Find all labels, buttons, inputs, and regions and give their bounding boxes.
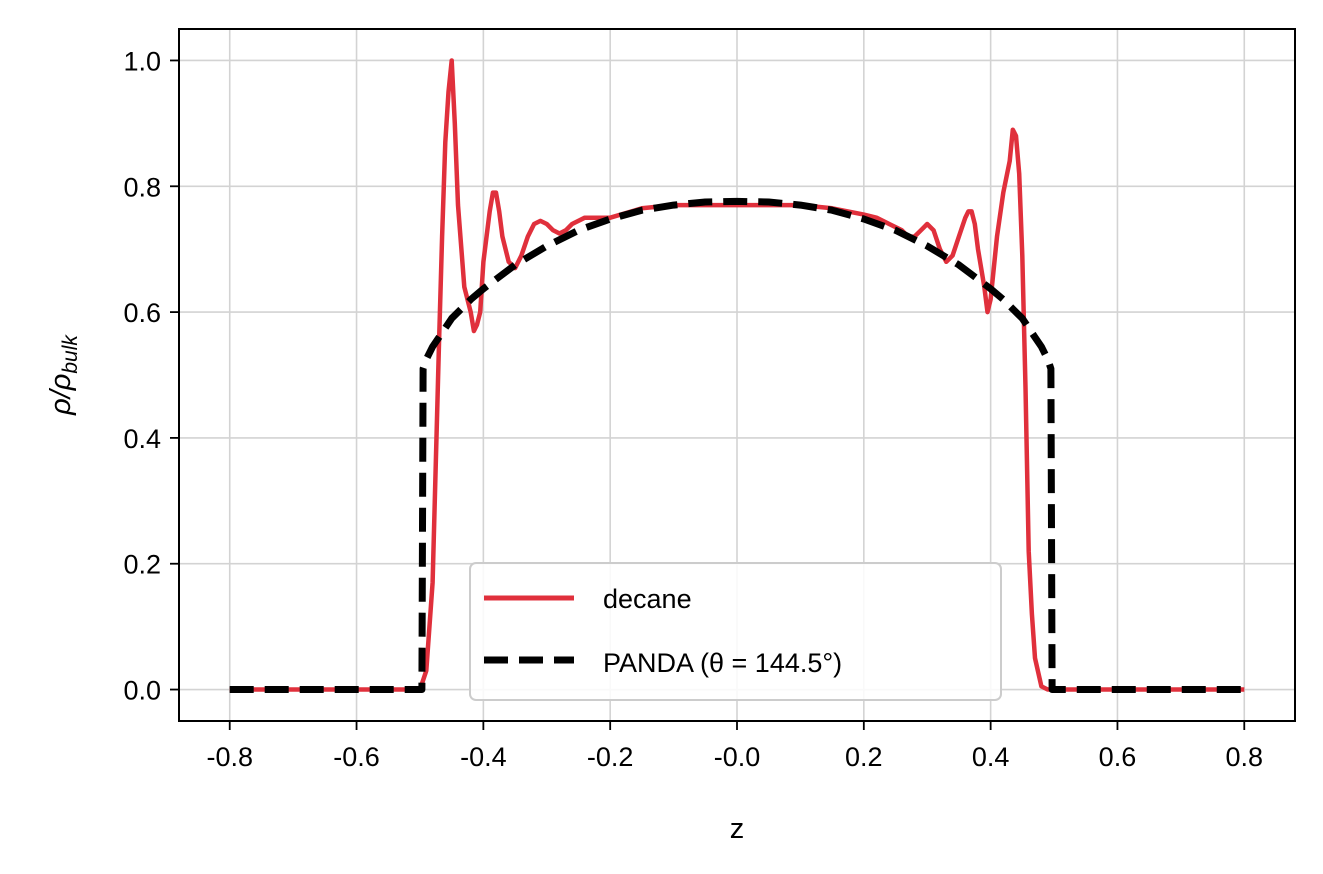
tick-labels: -0.8 -0.6 -0.4 -0.2 -0.0 0.2 0.4 0.6 0.8 0.0 0.2 0.… (123, 46, 1263, 772)
x-tick-label: -0.0 (714, 742, 761, 772)
series-layer (229, 58, 1245, 693)
y-tick-label: 0.6 (123, 298, 161, 328)
x-tick-label: 0.6 (1099, 742, 1137, 772)
legend-label-decane: decane (603, 584, 692, 614)
x-tick-label: 0.2 (845, 742, 883, 772)
series-line-panda (229, 197, 1245, 693)
y-tick-label: 0.8 (123, 172, 161, 202)
y-axis-label-subscript: bulk (59, 334, 82, 374)
y-tick-label: 0.0 (123, 676, 161, 706)
y-tick-label: 0.4 (123, 424, 161, 454)
x-tick-label: 0.8 (1225, 742, 1263, 772)
legend-box (469, 562, 1002, 701)
y-tick-label: 0.2 (123, 550, 161, 580)
y-axis-label-main: ρ/ρ (45, 374, 77, 416)
x-axis-label: z (730, 813, 745, 845)
ticks (170, 59, 1246, 730)
x-tick-label: -0.2 (587, 742, 634, 772)
x-tick-label: -0.6 (333, 742, 380, 772)
x-tick-label: 0.4 (972, 742, 1010, 772)
y-axis-label: ρ/ρbulk (45, 334, 82, 416)
x-tick-label: -0.8 (206, 742, 253, 772)
y-tick-label: 1.0 (123, 46, 161, 76)
legend: decane PANDA (θ = 144.5°) (469, 562, 1002, 701)
x-tick-label: -0.4 (460, 742, 507, 772)
legend-label-panda: PANDA (θ = 144.5°) (603, 648, 842, 678)
series-line-decane (229, 58, 1245, 692)
